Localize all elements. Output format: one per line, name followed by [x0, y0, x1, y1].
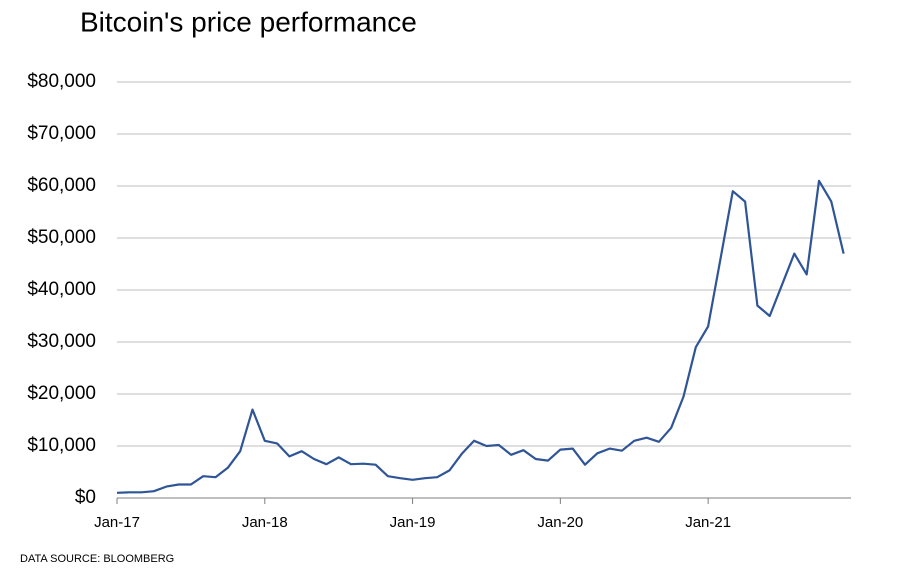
- y-tick-label: $70,000: [27, 123, 96, 144]
- y-tick-label: $10,000: [27, 435, 96, 456]
- x-tick-label: Jan-17: [94, 514, 140, 531]
- x-tick-label: Jan-18: [242, 514, 288, 531]
- source-note: DATA SOURCE: BLOOMBERG: [20, 553, 174, 565]
- y-tick-label: $60,000: [27, 175, 96, 196]
- x-tick-label: Jan-21: [685, 514, 731, 531]
- y-tick-label: $20,000: [27, 383, 96, 404]
- x-tick-label: Jan-20: [537, 514, 583, 531]
- y-tick-label: $0: [75, 487, 96, 508]
- x-tick-label: Jan-19: [390, 514, 436, 531]
- y-tick-label: $50,000: [27, 227, 96, 248]
- y-tick-label: $40,000: [27, 279, 96, 300]
- y-tick-label: $30,000: [27, 331, 96, 352]
- price-line: [116, 179, 845, 494]
- chart-title: Bitcoin's price performance: [80, 6, 417, 37]
- y-tick-label: $80,000: [27, 71, 96, 92]
